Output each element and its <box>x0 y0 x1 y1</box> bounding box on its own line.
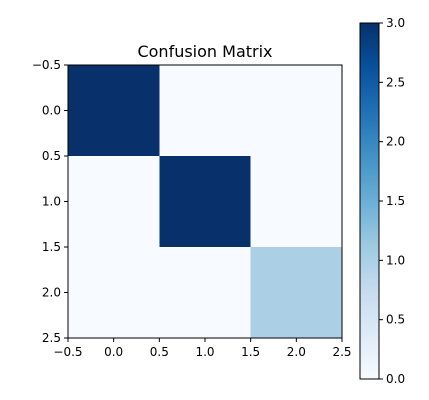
y-tick-label: 1.0 <box>42 195 61 209</box>
x-tick-label: 1.5 <box>241 345 260 359</box>
x-tick-label: −0.5 <box>53 345 82 359</box>
colorbar-tick-label: 2.0 <box>386 135 405 149</box>
colorbar-tick-label: 2.5 <box>386 75 405 89</box>
heatmap-cell-r2-c1 <box>159 247 251 338</box>
x-tick-label: 2.5 <box>332 345 351 359</box>
colorbar-tick-label: 3.0 <box>386 16 405 30</box>
x-tick-label: 0.5 <box>150 345 169 359</box>
heatmap-cell-r2-c2 <box>250 247 342 338</box>
heatmap-cell-r0-c2 <box>250 65 342 156</box>
colorbar-tick-label: 1.5 <box>386 194 405 208</box>
y-tick-label: 2.0 <box>42 286 61 300</box>
colorbar <box>360 23 379 379</box>
x-tick-label: 0.0 <box>104 345 123 359</box>
heatmap-cells <box>68 65 342 338</box>
x-tick-label: 1.0 <box>195 345 214 359</box>
heatmap-cell-r0-c0 <box>68 65 160 156</box>
y-tick-label: 0.0 <box>42 104 61 118</box>
y-tick-label: −0.5 <box>32 58 61 72</box>
y-tick-label: 2.5 <box>42 331 61 345</box>
y-tick-label: 1.5 <box>42 240 61 254</box>
y-axis: −0.5 0.0 0.5 1.0 1.5 2.0 2.5 <box>32 58 68 345</box>
heatmap-cell-r1-c1 <box>159 156 251 247</box>
heatmap-cell-r1-c2 <box>250 156 342 247</box>
colorbar-tick-label: 0.0 <box>386 372 405 386</box>
heatmap-cell-r2-c0 <box>68 247 160 338</box>
heatmap-cell-r1-c0 <box>68 156 160 247</box>
colorbar-tick-label: 1.0 <box>386 253 405 267</box>
y-tick-label: 0.5 <box>42 149 61 163</box>
heatmap-cell-r0-c1 <box>159 65 251 156</box>
x-axis: −0.5 0.0 0.5 1.0 1.5 2.0 2.5 <box>53 338 352 359</box>
x-tick-label: 2.0 <box>287 345 306 359</box>
colorbar-axis: 0.0 0.5 1.0 1.5 2.0 2.5 3.0 <box>379 16 405 386</box>
chart-title: Confusion Matrix <box>137 42 272 61</box>
colorbar-tick-label: 0.5 <box>386 313 405 327</box>
